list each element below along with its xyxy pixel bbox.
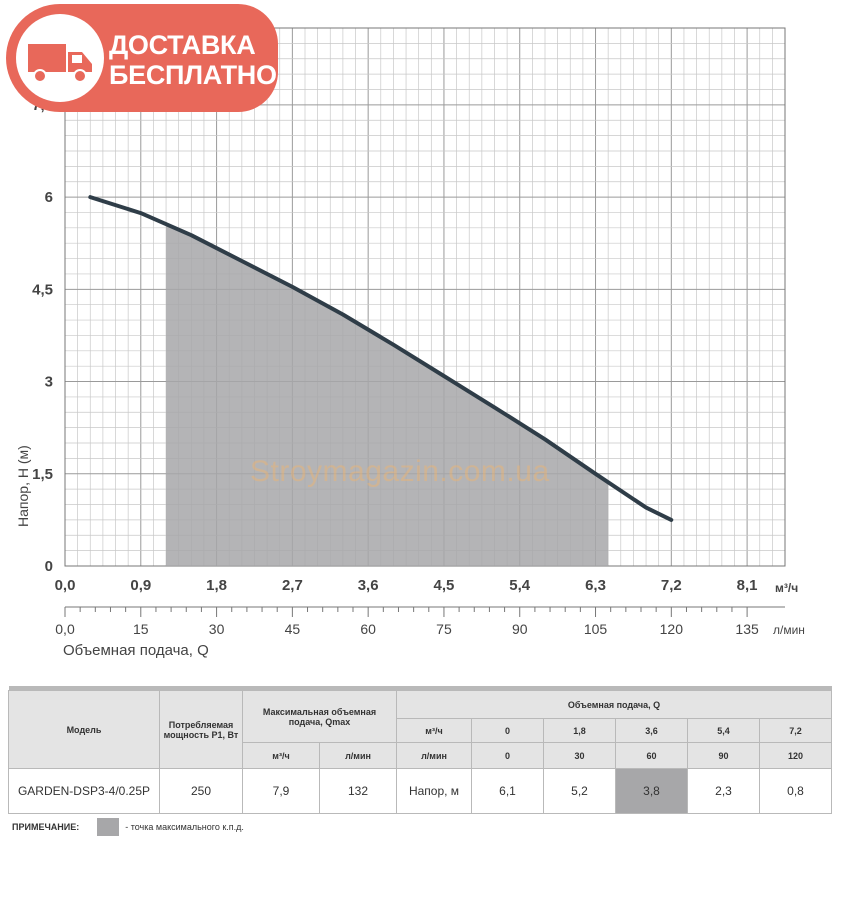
x-tick-label-lmin: 135 bbox=[735, 621, 759, 637]
flow-m3h-2: 3,6 bbox=[615, 718, 688, 743]
cell-head-1: 5,2 bbox=[543, 768, 616, 814]
cell-head-0: 6,1 bbox=[471, 768, 544, 814]
x-axis-label: Объемная подача, Q bbox=[63, 642, 209, 659]
flow-lmin-0: 0 bbox=[471, 742, 544, 769]
unit-m3h: м³/ч bbox=[396, 718, 472, 743]
flow-m3h-0: 0 bbox=[471, 718, 544, 743]
note-text: - точка максимального к.п.д. bbox=[125, 822, 244, 832]
cell-power: 250 bbox=[159, 768, 243, 814]
flow-m3h-1: 1,8 bbox=[543, 718, 616, 743]
x-tick-label-m3h: 6,3 bbox=[585, 577, 606, 594]
x-tick-label-m3h: 0,9 bbox=[130, 577, 151, 594]
x-tick-label-lmin: 105 bbox=[584, 621, 608, 637]
x-tick-label-m3h: 1,8 bbox=[206, 577, 227, 594]
note-swatch bbox=[97, 818, 120, 836]
spec-table: Модель Потребляемая мощность Р1, Вт Макс… bbox=[8, 686, 832, 814]
x-tick-label-m3h: 7,2 bbox=[661, 577, 682, 594]
x-tick-label-lmin: 45 bbox=[285, 621, 301, 637]
header-model: Модель bbox=[8, 690, 160, 769]
y-tick-label: 3 bbox=[45, 374, 53, 391]
watermark: Stroymagazin.com.ua bbox=[250, 455, 550, 488]
x-tick-label-lmin: 60 bbox=[360, 621, 376, 637]
y-tick-label: 0 bbox=[45, 558, 53, 575]
x-tick-label-lmin: 15 bbox=[133, 621, 149, 637]
x-tick-label-m3h: 4,5 bbox=[434, 577, 455, 594]
x-tick-label-lmin: 30 bbox=[209, 621, 225, 637]
x-tick-label-m3h: 2,7 bbox=[282, 577, 303, 594]
x-tick-label-m3h: 5,4 bbox=[509, 577, 531, 594]
x-tick-label-m3h: 0,0 bbox=[55, 577, 76, 594]
x-tick-label-lmin: 90 bbox=[512, 621, 528, 637]
cell-head-3: 2,3 bbox=[687, 768, 760, 814]
qmax-unit-lmin: л/мин bbox=[319, 742, 397, 769]
y-tick-label: 1,5 bbox=[32, 466, 53, 483]
pump-curve-chart: 01,534,567,5Напор, H (м)0,00,91,82,73,64… bbox=[15, 27, 805, 659]
cell-model: GARDEN-DSP3-4/0.25P bbox=[8, 768, 160, 814]
cell-qmax-m3h: 7,9 bbox=[242, 768, 320, 814]
x-tick-label-lmin: 120 bbox=[660, 621, 684, 637]
table-row: GARDEN-DSP3-4/0.25P 250 7,9 132 Напор, м… bbox=[8, 768, 832, 814]
x-unit-lmin: л/мин bbox=[773, 623, 805, 637]
cell-head-2-max-efficiency: 3,8 bbox=[615, 768, 688, 814]
y-tick-label: 6 bbox=[45, 189, 53, 206]
x-tick-label-lmin: 0,0 bbox=[55, 621, 75, 637]
flow-lmin-2: 60 bbox=[615, 742, 688, 769]
badge-text: ДОСТАВКА БЕСПЛАТНО bbox=[109, 30, 277, 90]
free-delivery-badge[interactable]: ДОСТАВКА БЕСПЛАТНО bbox=[6, 4, 278, 112]
header-qmax: Максимальная объемная подача, Qmax bbox=[242, 690, 397, 743]
flow-m3h-3: 5,4 bbox=[687, 718, 760, 743]
efficiency-shaded-region bbox=[166, 224, 609, 566]
note: ПРИМЕЧАНИЕ: - точка максимального к.п.д. bbox=[12, 818, 244, 836]
y-axis-label: Напор, H (м) bbox=[15, 445, 31, 527]
badge-line1: ДОСТАВКА bbox=[109, 30, 256, 60]
flow-lmin-4: 120 bbox=[759, 742, 832, 769]
x-unit-m3h: м³/ч bbox=[775, 581, 798, 595]
header-power: Потребляемая мощность Р1, Вт bbox=[159, 690, 243, 769]
x-tick-label-lmin: 75 bbox=[436, 621, 452, 637]
y-tick-label: 4,5 bbox=[32, 281, 53, 298]
unit-lmin: л/мин bbox=[396, 742, 472, 769]
cell-head-label: Напор, м bbox=[396, 768, 472, 814]
header-flow: Объемная подача, Q bbox=[396, 690, 832, 719]
truck-icon bbox=[28, 44, 92, 83]
cell-qmax-lmin: 132 bbox=[319, 768, 397, 814]
badge-line2: БЕСПЛАТНО bbox=[109, 60, 277, 90]
chart-svg: 01,534,567,5Напор, H (м)0,00,91,82,73,64… bbox=[15, 27, 805, 659]
x-tick-label-m3h: 3,6 bbox=[358, 577, 379, 594]
qmax-unit-m3h: м³/ч bbox=[242, 742, 320, 769]
x-tick-label-m3h: 8,1 bbox=[737, 577, 758, 594]
flow-m3h-4: 7,2 bbox=[759, 718, 832, 743]
flow-lmin-3: 90 bbox=[687, 742, 760, 769]
flow-lmin-1: 30 bbox=[543, 742, 616, 769]
truck-icon-circle bbox=[16, 14, 104, 102]
note-label: ПРИМЕЧАНИЕ: bbox=[12, 822, 80, 832]
cell-head-4: 0,8 bbox=[759, 768, 832, 814]
